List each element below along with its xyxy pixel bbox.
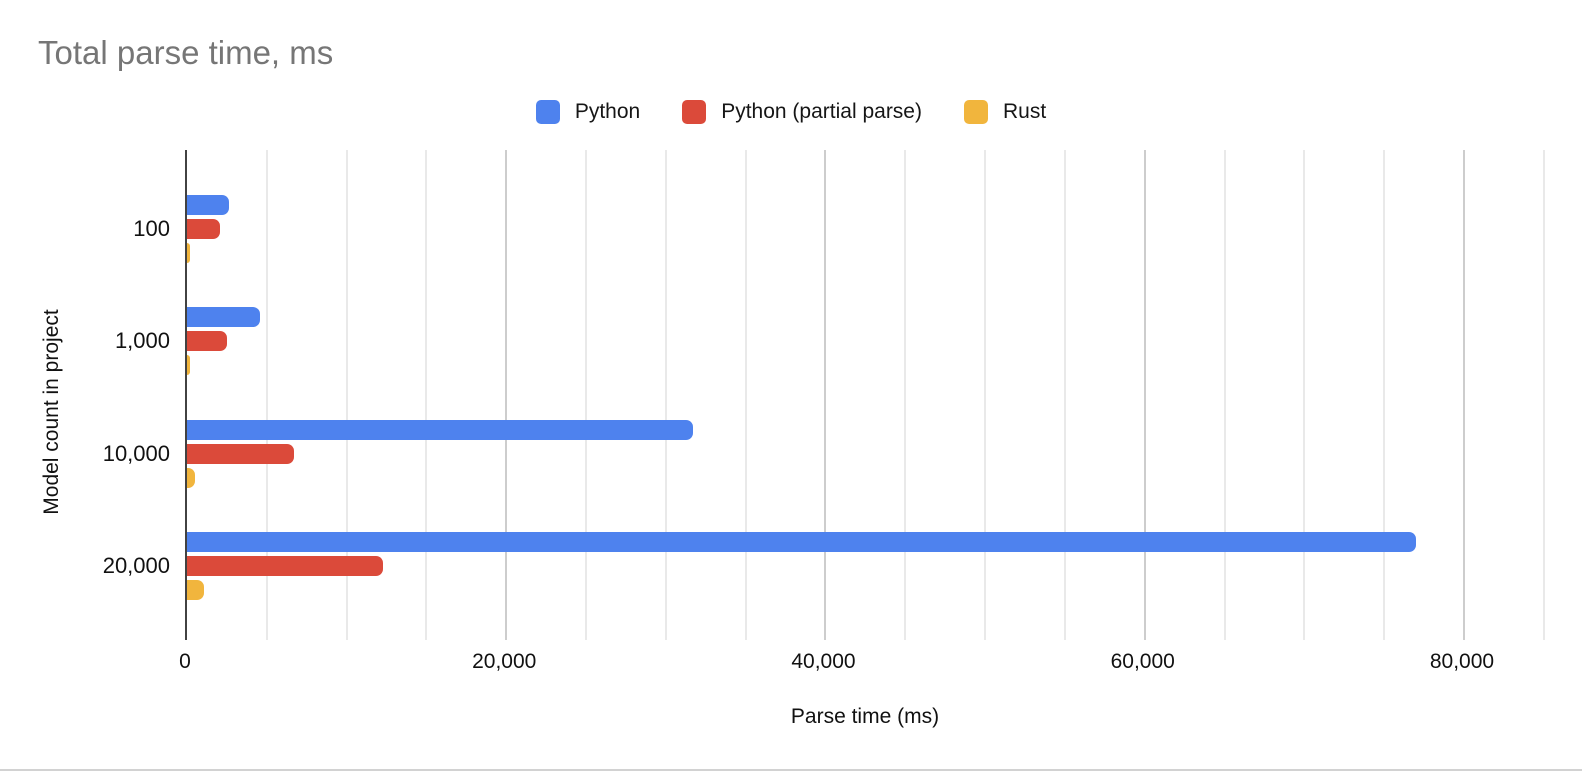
legend-label: Python (574, 100, 641, 123)
x-tick-label: 0 (179, 650, 191, 673)
bar-python (187, 532, 1417, 552)
legend-swatch (682, 100, 707, 124)
gridline (1383, 150, 1386, 640)
bar-python-partial-parse (187, 556, 383, 576)
bar-python (187, 195, 229, 215)
x-axis-title: Parse time (ms) (790, 705, 940, 728)
gridline (824, 150, 827, 640)
gridline (744, 150, 747, 640)
legend: Python Python (partial parse) Rust (0, 100, 1582, 124)
gridline (1462, 150, 1465, 640)
legend-item: Rust (963, 100, 1047, 124)
category-label: 20,000 (102, 553, 170, 578)
x-tick-label: 20,000 (472, 650, 537, 673)
bar-python (187, 420, 693, 440)
gridline (904, 150, 907, 640)
bar-python (187, 307, 261, 327)
category-label: 10,000 (102, 441, 170, 466)
legend-label: Rust (1002, 100, 1047, 123)
gridline (984, 150, 987, 640)
bottom-divider (0, 769, 1582, 771)
x-tick-label: 40,000 (791, 650, 856, 673)
gridline (265, 150, 268, 640)
x-tick-label: 80,000 (1429, 650, 1495, 673)
gridline (425, 150, 428, 640)
bar-rust (187, 243, 190, 263)
gridline (1063, 150, 1066, 640)
legend-item: Python (535, 100, 641, 124)
legend-label: Python (partial parse) (721, 100, 922, 123)
legend-swatch (963, 100, 988, 124)
gridline (1143, 150, 1146, 640)
bar-python-partial-parse (187, 331, 227, 351)
legend-swatch (535, 100, 560, 124)
bar-python-partial-parse (187, 444, 294, 464)
gridline (1303, 150, 1306, 640)
bar-python-partial-parse (187, 219, 220, 239)
gridline (1223, 150, 1226, 640)
bar-rust (187, 355, 190, 375)
gridline (505, 150, 508, 640)
category-label: 100 (133, 216, 170, 241)
chart-title: Total parse time, ms (38, 34, 334, 71)
x-tick-label: 60,000 (1110, 650, 1175, 673)
legend-item: Python (partial parse) (682, 100, 922, 124)
bar-rust (187, 468, 195, 488)
gridline (345, 150, 348, 640)
bar-rust (187, 580, 204, 600)
plot-area (185, 150, 1547, 640)
category-label: 1,000 (114, 328, 170, 353)
gridline (664, 150, 667, 640)
gridline (585, 150, 588, 640)
gridline (1542, 150, 1545, 640)
